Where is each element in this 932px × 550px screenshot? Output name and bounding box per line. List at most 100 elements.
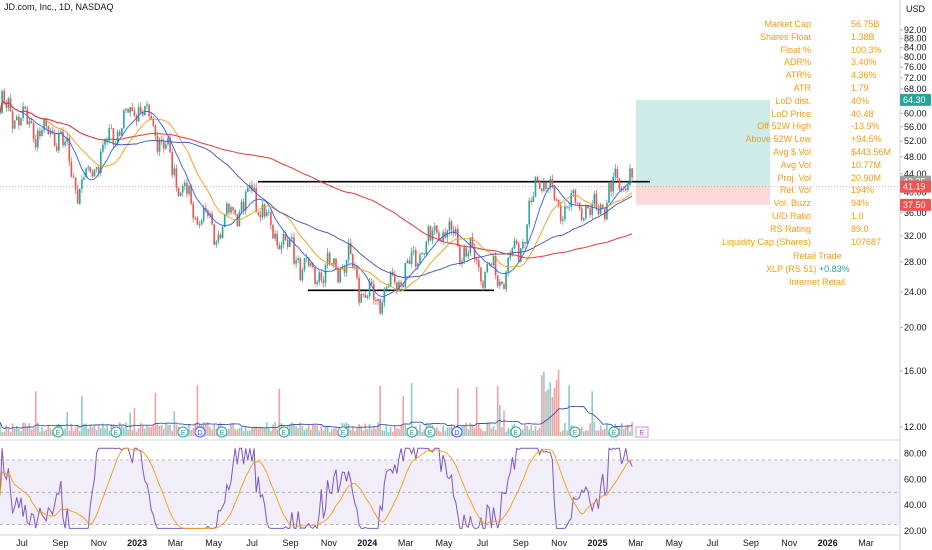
volume-bar [68,430,71,436]
candle-body [34,139,37,148]
candle-body [226,203,228,215]
volume-bar [211,429,213,436]
candle-body [259,214,262,218]
marker-label: E [573,430,578,437]
candle-body [467,253,470,257]
candle-body [186,182,188,194]
volume-bar [492,426,495,436]
volume-bar [553,387,556,436]
volume-bar [165,422,167,436]
candle-body [184,182,186,187]
volume-bar [272,424,274,436]
candle-body [482,281,484,288]
marker-label: E [181,430,186,437]
candle-body [121,128,123,136]
candle-body [24,106,26,109]
candle-body [253,187,255,191]
stat-label: Shares Float [759,31,811,42]
volume-bar [305,428,308,436]
volume-bar [547,389,549,436]
volume-bar [79,431,81,436]
candle-body [177,187,180,197]
volume-bar [66,412,68,436]
volume-bar [238,427,241,436]
volume-bar [373,425,375,436]
candle-body [499,281,501,286]
volume-bar [37,422,39,436]
candle-body [268,212,270,213]
volume-bar [190,429,192,436]
candle-body [431,230,434,241]
candle-body [232,207,234,211]
volume-bar [129,412,131,436]
volume-bar [347,424,350,436]
candle-body [247,187,249,192]
volume-bar [150,427,152,436]
candle-body [377,299,379,302]
candle-body [572,190,575,194]
volume-bar [545,391,547,436]
stat-label: Off 52W High [757,121,811,132]
earnings-marker: E [406,426,418,438]
stat-row: Shares Float 1.38B [740,32,888,45]
stat-value: 1.38B [851,31,875,42]
candle-body [60,131,62,134]
volume-bar [436,427,438,436]
candle-body [604,208,606,220]
volume-bar [473,427,476,436]
candle-body [188,185,190,194]
stat-label: U/D Ratio [771,210,811,221]
candle-body [139,107,142,113]
candle-body [379,299,381,314]
candle-body [587,205,589,209]
volume-bar [87,428,89,436]
earnings-marker: E [337,426,349,438]
rsi-line [0,446,633,530]
volume-bar [538,427,541,436]
price-label: 41.19 [900,180,931,193]
candle-body [16,116,18,121]
candle-body [123,110,125,129]
price-label: 64.30 [900,93,931,106]
candle-body [448,221,451,231]
stat-value: 40.48 [851,108,874,119]
dividend-marker: D [194,426,206,438]
volume-bar [20,431,22,436]
volume-bar [76,425,79,436]
earnings-marker: E [569,426,581,438]
volume-bar [534,426,537,436]
candle-body [244,191,247,211]
volume-bar [293,423,295,436]
volume-bar [354,431,356,436]
volume-bar [549,382,551,436]
candle-body [473,247,476,260]
price-tick-label: 20.00 [904,322,927,332]
stat-row: Vol. Buzz 94% [740,198,888,211]
candle-body [274,233,276,239]
volume-bar [404,424,407,436]
earnings-marker: E [424,426,436,438]
volume-bar [163,428,165,436]
volume-bar [335,426,337,436]
volume-bar [253,426,255,436]
volume-bar [171,431,173,436]
candle-body [289,238,291,247]
ma-200-line [0,101,633,259]
volume-bar [28,423,31,436]
time-tick-label: Jul [707,538,719,548]
candle-body [213,224,215,245]
time-tick-label: Nov [781,538,798,548]
volume-bar [102,423,104,436]
candle-body [589,208,591,216]
candle-body [299,258,302,281]
volume-bar [448,427,451,436]
volume-bar [379,385,381,436]
candle-body [557,199,560,206]
volume-bar [622,429,625,436]
candle-body [530,200,533,202]
marker-label: D [197,430,202,437]
rsi-tick-label: 60.00 [904,474,927,484]
candle-body [110,127,113,129]
candle-body [286,239,289,247]
